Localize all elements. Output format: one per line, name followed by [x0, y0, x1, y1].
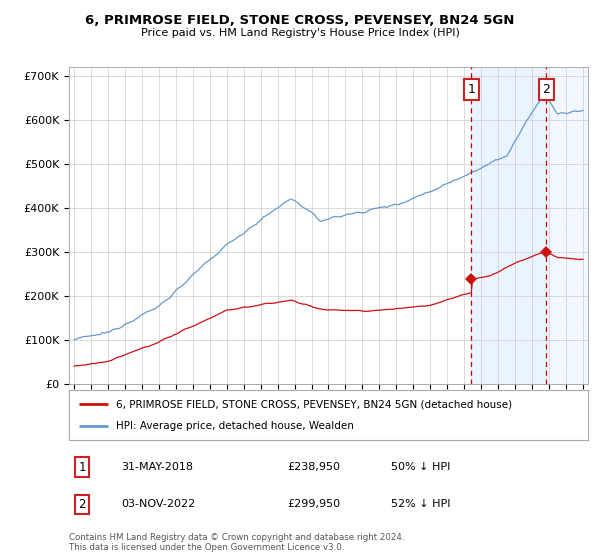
- Text: Price paid vs. HM Land Registry's House Price Index (HPI): Price paid vs. HM Land Registry's House …: [140, 28, 460, 38]
- Text: 03-NOV-2022: 03-NOV-2022: [121, 500, 195, 510]
- Text: 50% ↓ HPI: 50% ↓ HPI: [391, 462, 450, 472]
- Text: Contains HM Land Registry data © Crown copyright and database right 2024.: Contains HM Land Registry data © Crown c…: [69, 533, 404, 542]
- Text: 1: 1: [78, 460, 86, 474]
- Text: HPI: Average price, detached house, Wealden: HPI: Average price, detached house, Weal…: [116, 421, 353, 431]
- Text: 2: 2: [542, 83, 550, 96]
- Text: 2: 2: [78, 498, 86, 511]
- Text: This data is licensed under the Open Government Licence v3.0.: This data is licensed under the Open Gov…: [69, 543, 344, 552]
- Text: 6, PRIMROSE FIELD, STONE CROSS, PEVENSEY, BN24 5GN: 6, PRIMROSE FIELD, STONE CROSS, PEVENSEY…: [85, 14, 515, 27]
- Text: 52% ↓ HPI: 52% ↓ HPI: [391, 500, 450, 510]
- Bar: [472, 67, 546, 384]
- Text: 31-MAY-2018: 31-MAY-2018: [121, 462, 193, 472]
- Text: £238,950: £238,950: [287, 462, 340, 472]
- Text: 1: 1: [467, 83, 475, 96]
- Bar: [546, 67, 588, 384]
- Text: £299,950: £299,950: [287, 500, 340, 510]
- Text: 6, PRIMROSE FIELD, STONE CROSS, PEVENSEY, BN24 5GN (detached house): 6, PRIMROSE FIELD, STONE CROSS, PEVENSEY…: [116, 399, 512, 409]
